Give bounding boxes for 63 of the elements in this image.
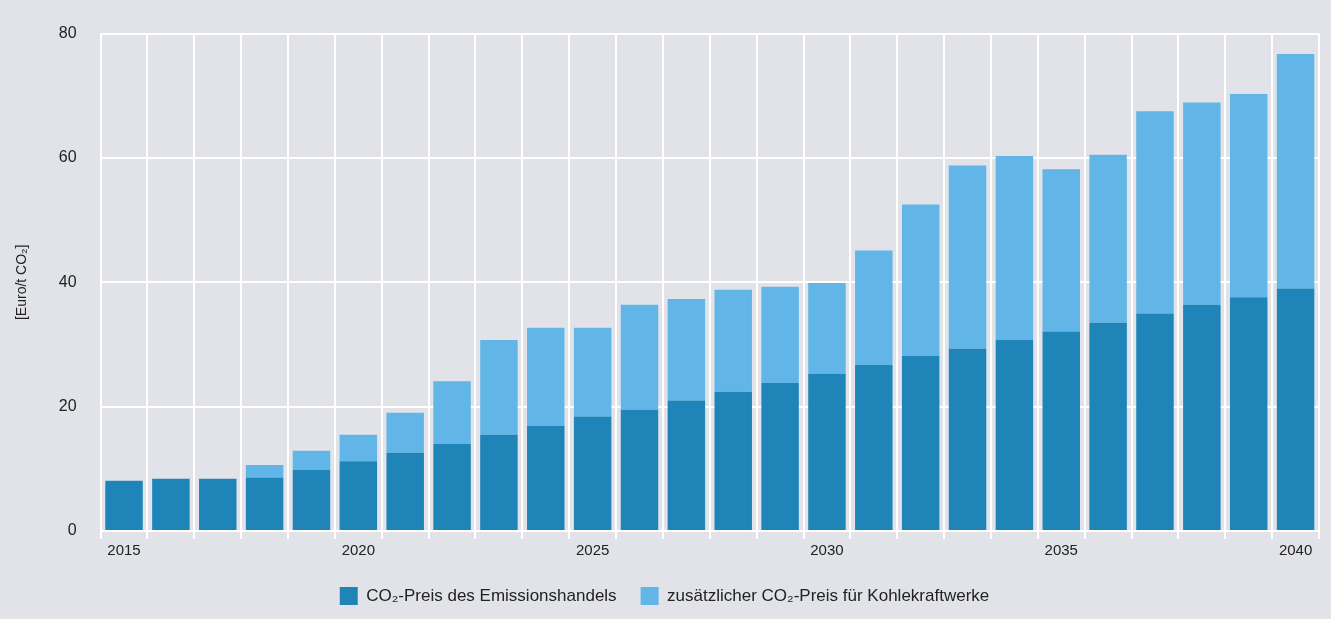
y-tick-label: 0 — [67, 521, 77, 539]
bar — [1089, 322, 1127, 530]
bar — [573, 416, 612, 530]
bar — [245, 477, 284, 530]
y-tick-label: 60 — [58, 148, 77, 166]
bar — [1183, 304, 1221, 530]
bar — [1229, 297, 1268, 530]
bar — [620, 304, 659, 410]
bar — [245, 465, 284, 478]
legend-label: zusätzlicher CO₂-Preis für Kohlekraftwerke — [667, 585, 990, 605]
x-tick-label: 2015 — [107, 541, 141, 559]
bar — [714, 391, 752, 530]
y-tick-label: 20 — [58, 397, 77, 415]
bar — [1042, 169, 1081, 332]
bar — [948, 348, 987, 530]
bar — [1042, 331, 1081, 530]
bar — [292, 450, 331, 471]
bar — [386, 452, 424, 530]
x-tick-label: 2025 — [575, 541, 610, 559]
bar — [901, 355, 940, 530]
bar — [386, 412, 424, 453]
bar — [1229, 93, 1268, 298]
bar — [1136, 313, 1174, 530]
bar — [761, 383, 799, 530]
x-tick-label: 2035 — [1044, 541, 1078, 559]
x-tick-label: 2030 — [810, 541, 844, 559]
bar — [527, 327, 565, 426]
bar — [339, 461, 378, 530]
bar — [761, 286, 799, 384]
bar — [1276, 54, 1315, 289]
bar — [620, 409, 659, 530]
bar — [1089, 154, 1127, 323]
bar — [480, 340, 518, 435]
bar — [855, 250, 893, 365]
bar — [339, 434, 378, 462]
bar — [948, 165, 987, 349]
bar — [105, 480, 143, 530]
y-tick-label: 40 — [58, 272, 77, 290]
bar — [667, 299, 706, 401]
bar — [433, 443, 471, 530]
x-tick-label: 2040 — [1278, 541, 1313, 559]
y-axis-title: [Euro/t CO₂] — [13, 244, 30, 321]
x-tick-label: 2020 — [341, 541, 376, 559]
y-tick-label: 80 — [58, 24, 77, 42]
bar — [527, 425, 565, 530]
bar — [199, 478, 237, 530]
bar — [714, 289, 752, 392]
bar — [808, 282, 846, 374]
legend-label: CO₂-Preis des Emissionshandels — [366, 585, 617, 605]
bar — [1136, 111, 1174, 314]
bar — [855, 364, 893, 530]
bar — [1183, 102, 1221, 305]
bar — [995, 340, 1034, 530]
bar — [1276, 288, 1315, 530]
bar — [433, 381, 471, 444]
bar — [995, 156, 1034, 341]
bar — [152, 478, 190, 530]
bar — [667, 400, 706, 530]
bar — [808, 373, 846, 530]
bar — [573, 327, 612, 417]
bar — [292, 470, 331, 530]
bar — [480, 434, 518, 530]
bar — [901, 204, 940, 356]
